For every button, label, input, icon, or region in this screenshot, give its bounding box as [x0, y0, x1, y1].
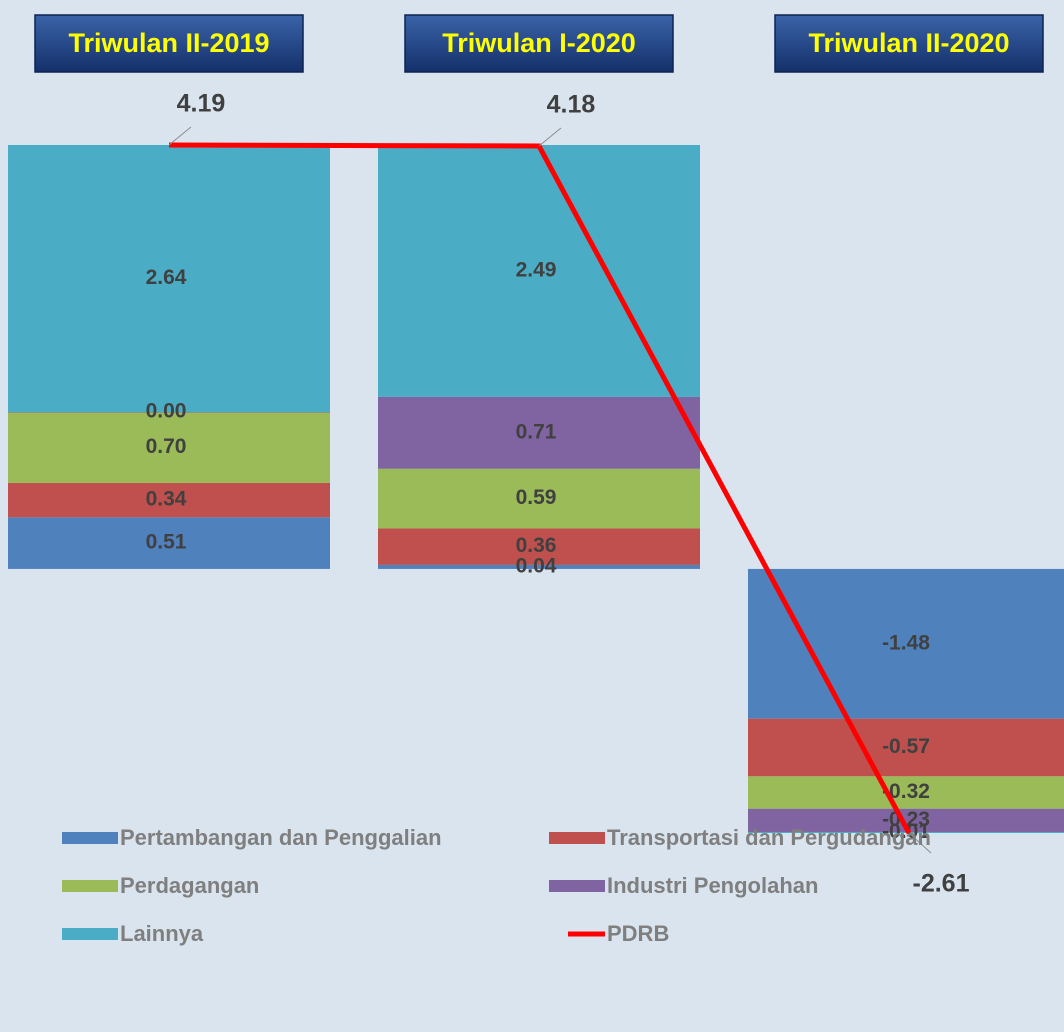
category-header-box: [774, 14, 1044, 73]
category-header: Triwulan II-2019: [68, 28, 269, 58]
line-label: 4.18: [547, 91, 596, 119]
data-label: 0.71: [516, 420, 557, 443]
category-header: Triwulan II-2020: [808, 28, 1009, 58]
bar-segment: [748, 776, 1064, 809]
data-label: 0.04: [516, 554, 557, 577]
bar-segment: [378, 528, 700, 565]
category-header-box: [34, 14, 304, 73]
legend-swatch: [549, 880, 605, 892]
line-label: 4.19: [177, 90, 226, 118]
bar-segment: [8, 412, 330, 483]
data-label: -0.57: [882, 735, 930, 758]
legend-label: Transportasi dan Pergudangan: [607, 825, 931, 850]
legend-swatch: [62, 880, 118, 892]
legend-label: PDRB: [607, 921, 669, 946]
line: [168, 142, 912, 835]
data-label: 0.34: [146, 488, 187, 511]
data-label: 0.51: [146, 531, 187, 554]
data-label: 2.64: [146, 266, 187, 289]
legend-label: Perdagangan: [120, 873, 259, 898]
bar-segment: [748, 718, 1064, 777]
category-header: Triwulan I-2020: [442, 28, 636, 58]
legend-swatch: [62, 832, 118, 844]
bar-segment: [8, 145, 330, 413]
data-label: -0.32: [882, 780, 930, 803]
leader-line: [168, 126, 192, 146]
line-label: -2.61: [913, 870, 970, 898]
data-label: 0.59: [516, 486, 557, 509]
data-label: 0.70: [146, 435, 187, 458]
bar-segment: [8, 412, 330, 413]
bar-segment: [748, 568, 1064, 719]
data-label: -0.23: [882, 808, 930, 831]
legend-swatch: [62, 928, 118, 940]
bar-segment: [378, 564, 700, 569]
bar-segment: [378, 468, 700, 529]
bar-segment: [8, 517, 330, 569]
legend-label: Industri Pengolahan: [607, 873, 818, 898]
category-header-box: [404, 14, 674, 73]
legend-label: Lainnya: [120, 921, 204, 946]
data-label: -1.48: [882, 631, 930, 654]
leader-line: [538, 127, 562, 147]
data-label: 2.49: [516, 259, 557, 282]
data-label: 0.36: [516, 534, 557, 557]
bar-segment: [748, 808, 1064, 832]
bar-segment: [8, 482, 330, 518]
legend-swatch: [549, 832, 605, 844]
leader-line: [908, 832, 932, 854]
legend-label: Pertambangan dan Penggalian: [120, 825, 442, 850]
data-label: 0.00: [146, 400, 187, 423]
bar-segment: [378, 396, 700, 469]
bar-segment: [378, 145, 700, 397]
